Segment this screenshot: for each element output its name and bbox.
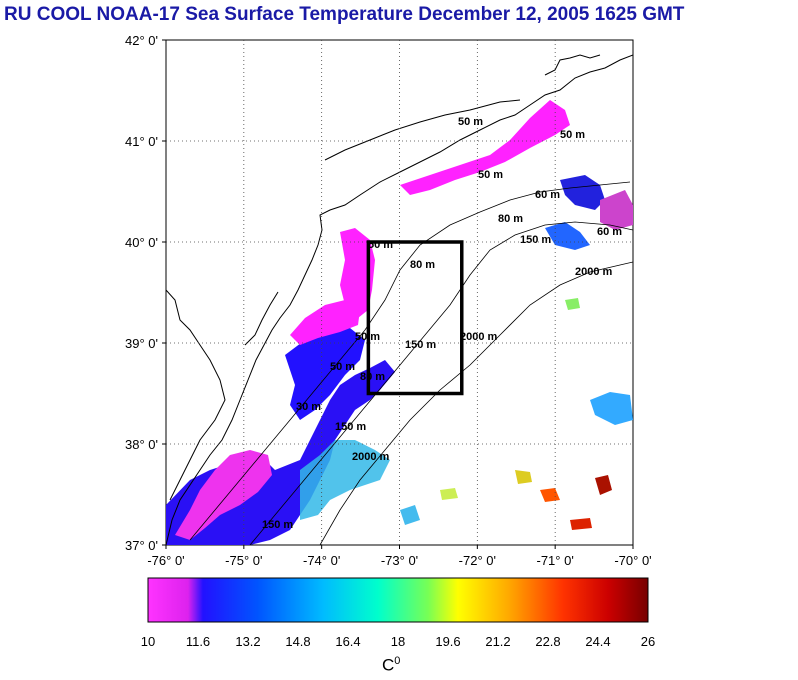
contour-label: 150 m	[405, 339, 436, 351]
lon-label: -72° 0'	[459, 553, 496, 568]
coastline	[166, 54, 633, 545]
gridlines	[166, 40, 633, 545]
colorbar-ticks: 10 11.6 13.2 14.8 16.4 18 19.6 21.2 22.8 24.4 26	[141, 634, 655, 649]
sst-patch-lightgreen	[440, 488, 458, 500]
contour-label: 50 m	[458, 116, 483, 128]
lat-label: 37° 0'	[125, 538, 158, 553]
colorbar-tick-label: 19.6	[435, 634, 460, 649]
lon-label: -71° 0'	[537, 553, 574, 568]
sst-patch-magenta-south	[175, 450, 272, 540]
lat-label: 38° 0'	[125, 437, 158, 452]
sst-patch-blue-ne2	[545, 222, 590, 250]
sst-patch-magenta-north	[400, 100, 570, 195]
sst-patch-green	[565, 298, 580, 310]
colorbar-tick-label: 18	[391, 634, 405, 649]
contour-label: 30 m	[296, 401, 321, 413]
latitude-labels: 42° 0' 41° 0' 40° 0' 39° 0' 38° 0' 37° 0'	[125, 33, 166, 553]
contour-label: 80 m	[410, 259, 435, 271]
sst-patch-magenta-nj	[340, 228, 375, 318]
map-title: RU COOL NOAA-17 Sea Surface Temperature …	[4, 4, 685, 25]
contour-label: 80 m	[360, 371, 385, 383]
contour-label: 150 m	[520, 234, 551, 246]
contour-label: 50 m	[560, 129, 585, 141]
lat-label: 42° 0'	[125, 33, 158, 48]
sst-patch-cyan-east	[590, 392, 633, 425]
sst-patch-magenta-ne	[600, 190, 633, 230]
lat-label: 39° 0'	[125, 336, 158, 351]
lon-label: -75° 0'	[225, 553, 262, 568]
sst-patch-yellow	[515, 470, 532, 484]
colorbar	[147, 577, 649, 623]
contour-label: 2000 m	[575, 266, 613, 278]
sst-patch-red-se2	[570, 518, 592, 530]
colorbar-tick-label: 21.2	[485, 634, 510, 649]
lon-label: -73° 0'	[381, 553, 418, 568]
sst-patch-magenta-mid	[290, 300, 360, 345]
colorbar-tick-label: 11.6	[186, 634, 210, 649]
colorbar-tick-label: 10	[141, 634, 155, 649]
colorbar-tick-label: 22.8	[535, 634, 560, 649]
colorbar-tick-label: 13.2	[235, 634, 260, 649]
lon-label: -76° 0'	[147, 553, 184, 568]
colorbar-tick-label: 16.4	[335, 634, 360, 649]
lon-label: -70° 0'	[614, 553, 651, 568]
contour-label: 150 m	[335, 421, 366, 433]
sst-patch-blue-ne	[560, 175, 605, 210]
colorbar-tick-label: 14.8	[285, 634, 310, 649]
sst-patch-cyan-small	[400, 505, 420, 525]
contour-label: 50 m	[330, 361, 355, 373]
lon-label: -74° 0'	[303, 553, 340, 568]
sst-patch-blue-mid	[285, 328, 365, 420]
sst-patch-red-se	[595, 475, 612, 495]
sst-patch-orange-se	[540, 488, 560, 502]
colorbar-tick-label: 24.4	[585, 634, 610, 649]
contour-label: 2000 m	[352, 451, 390, 463]
study-area-box	[366, 240, 464, 396]
contour-label: 60 m	[597, 226, 622, 238]
bathymetry-contours	[189, 181, 633, 545]
contour-label: 50 m	[478, 169, 503, 181]
sst-data-layer	[166, 100, 633, 545]
longitude-labels: -76° 0' -75° 0' -74° 0' -73° 0' -72° 0' -71° …	[147, 545, 652, 568]
contour-label: 2000 m	[460, 331, 498, 343]
colorbar-unit-label: C0	[382, 655, 401, 675]
contour-label: 150 m	[262, 519, 293, 531]
contour-label: 80 m	[498, 213, 523, 225]
sst-patch-cyan	[300, 440, 390, 520]
lat-label: 40° 0'	[125, 235, 158, 250]
contour-label: 60 m	[535, 189, 560, 201]
colorbar-tick-label: 26	[641, 634, 655, 649]
lat-label: 41° 0'	[125, 134, 158, 149]
